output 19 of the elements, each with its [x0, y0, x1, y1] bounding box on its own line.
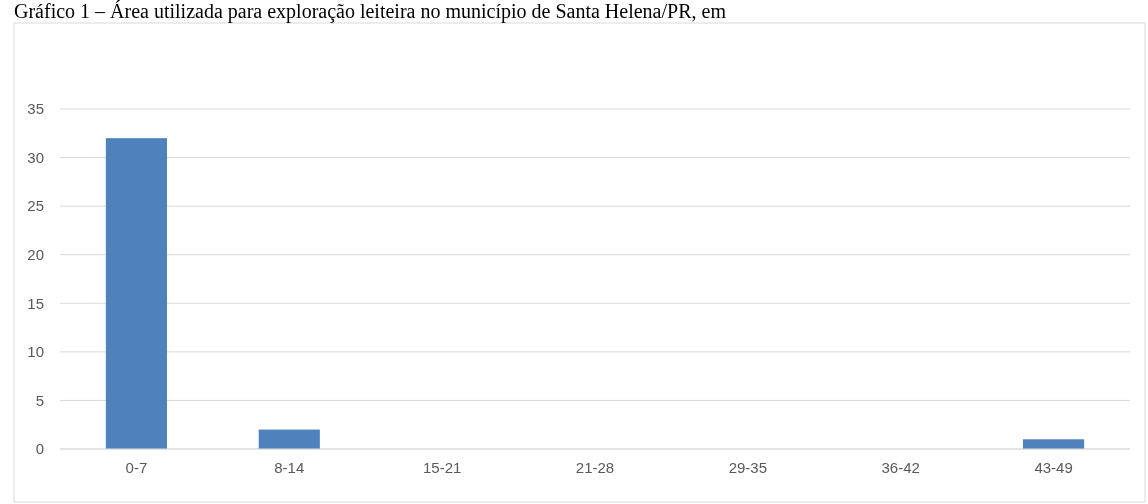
bar: [105, 138, 167, 449]
x-tick-label: 8-14: [274, 459, 305, 476]
y-tick-label: 5: [35, 391, 44, 409]
x-tick-label: 43-49: [1034, 459, 1073, 476]
y-tick-label: 35: [27, 100, 44, 118]
y-tick-label: 20: [27, 245, 44, 263]
y-tick-label: 0: [35, 440, 44, 458]
bar: [1023, 439, 1085, 449]
x-tick-label: 36-42: [881, 459, 920, 476]
x-tick-label: 21-28: [575, 459, 615, 476]
x-tick-label: 0-7: [125, 459, 148, 476]
y-tick-label: 25: [27, 197, 44, 215]
y-tick-label: 30: [27, 148, 44, 166]
bar: [258, 429, 320, 449]
y-tick-label: 10: [27, 343, 44, 361]
x-tick-label: 29-35: [728, 459, 768, 476]
chart-title: Gráfico 1 – Área utilizada para exploração leiteira no município de Santa Helena/PR, em: [14, 0, 727, 23]
x-tick-label: 15-21: [422, 459, 462, 476]
y-tick-label: 15: [27, 294, 44, 312]
